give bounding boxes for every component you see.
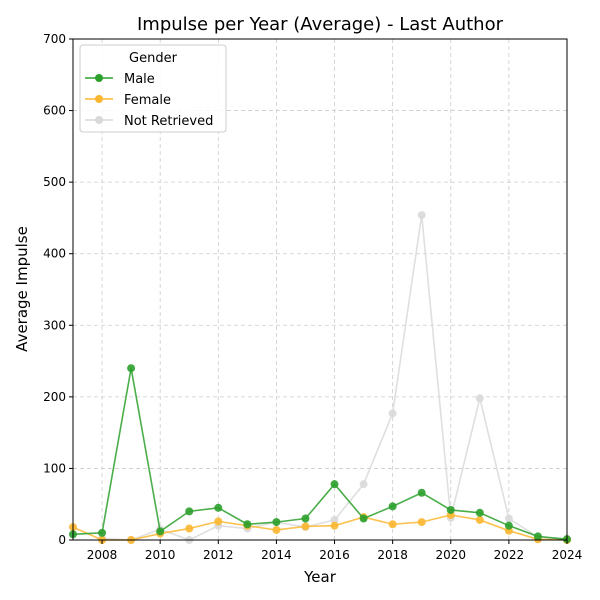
- x-tick-label: 2018: [377, 548, 408, 562]
- data-point: [301, 514, 310, 523]
- data-point: [359, 514, 368, 523]
- y-tick-label: 100: [43, 461, 66, 475]
- x-axis-title: Year: [303, 568, 337, 586]
- data-point: [127, 364, 136, 373]
- data-point: [388, 502, 397, 511]
- data-point: [185, 524, 194, 533]
- data-point: [533, 532, 542, 541]
- x-tick-label: 2008: [87, 548, 118, 562]
- x-tick-label: 2012: [203, 548, 234, 562]
- data-point: [330, 515, 339, 524]
- data-point: [504, 514, 513, 523]
- legend-marker: [95, 74, 103, 82]
- legend-entry: Male: [85, 72, 155, 87]
- plot-frame: [72, 38, 568, 541]
- x-tick-label: 2020: [435, 548, 466, 562]
- data-point: [214, 517, 223, 526]
- legend-label: Female: [124, 93, 171, 108]
- x-tick-label: 2014: [261, 548, 292, 562]
- data-point: [330, 480, 339, 489]
- y-tick-label: 400: [43, 247, 66, 261]
- data-point: [330, 521, 339, 530]
- legend-marker: [95, 95, 103, 103]
- data-point: [417, 488, 426, 497]
- y-tick-label: 300: [43, 318, 66, 332]
- data-point: [475, 508, 484, 517]
- data-point: [156, 527, 165, 536]
- series-line: [72, 514, 568, 541]
- data-point: [272, 518, 281, 527]
- x-tick-label: 2022: [494, 548, 525, 562]
- data-point: [504, 521, 513, 530]
- data-point: [98, 528, 107, 537]
- x-axis-ticks: 2008 2010 2012 2014 2016 2018 2020 2022 2024: [87, 540, 582, 562]
- data-point: [388, 409, 397, 418]
- y-axis-title: Average Impulse: [13, 226, 31, 352]
- data-point: [475, 515, 484, 524]
- y-axis-ticks: 0 100 200 300 400 500 600 700: [43, 32, 73, 547]
- data-point: [243, 520, 252, 529]
- chart-title: Impulse per Year (Average) - Last Author: [137, 14, 504, 35]
- x-tick-label: 2024: [552, 548, 583, 562]
- legend-label: Male: [124, 72, 155, 87]
- data-point: [417, 518, 426, 527]
- data-point: [359, 480, 368, 489]
- y-tick-label: 0: [58, 533, 66, 547]
- legend-marker: [95, 116, 103, 124]
- x-tick-label: 2016: [319, 548, 350, 562]
- data-point: [388, 520, 397, 529]
- legend: Gender Male Female Not Retrieved: [79, 44, 227, 133]
- data-point: [417, 211, 426, 220]
- data-point: [185, 507, 194, 516]
- legend-title: Gender: [129, 51, 178, 66]
- series-male: [69, 364, 571, 544]
- legend-entries: Male Female Not Retrieved: [85, 72, 213, 129]
- data-point: [301, 522, 310, 531]
- legend-box: [79, 44, 227, 133]
- x-tick-label: 2010: [145, 548, 176, 562]
- legend-entry: Not Retrieved: [85, 114, 213, 129]
- y-tick-label: 600: [43, 104, 66, 118]
- y-tick-label: 700: [43, 32, 66, 46]
- legend-entry: Female: [85, 93, 171, 108]
- y-tick-label: 500: [43, 175, 66, 189]
- series-line: [72, 368, 568, 541]
- data-point: [446, 505, 455, 514]
- y-tick-label: 200: [43, 390, 66, 404]
- data-point: [272, 525, 281, 534]
- data-point: [214, 503, 223, 512]
- data-point: [475, 394, 484, 403]
- legend-label: Not Retrieved: [124, 114, 213, 129]
